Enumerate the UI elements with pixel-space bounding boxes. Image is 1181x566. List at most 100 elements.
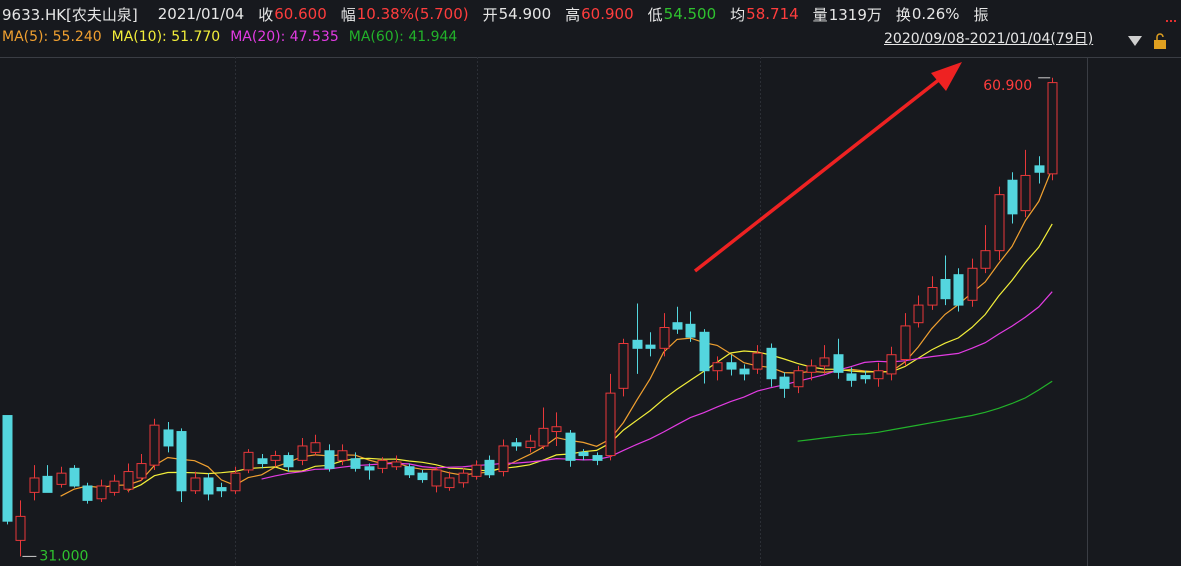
field-label: 换 (895, 5, 911, 24)
candle-body (297, 445, 308, 461)
candle-body (350, 458, 361, 469)
dot (1170, 20, 1172, 22)
dot (1174, 20, 1176, 22)
candle-body (417, 472, 428, 481)
candle-body (685, 323, 696, 338)
candle-body (404, 466, 415, 476)
field-label: 高 (565, 5, 581, 24)
candle-body (109, 480, 120, 493)
candle-body (310, 442, 321, 453)
candle-body (163, 429, 174, 447)
range-dropdown[interactable] (1128, 36, 1142, 46)
legend-entry: MA(60): 41.944 (348, 29, 458, 45)
candle-body (243, 451, 254, 471)
candle-body (1020, 174, 1031, 212)
candle-body (1034, 165, 1045, 173)
dot (1166, 20, 1168, 22)
lock-body (1154, 40, 1166, 49)
candle-body (149, 424, 160, 466)
candle-body (672, 322, 683, 330)
candle-body (96, 485, 107, 500)
field-value: 54.500 (663, 5, 717, 23)
candle-body (190, 477, 201, 492)
field-value: 60.600 (274, 5, 327, 23)
candle-body (565, 432, 576, 461)
candle-body (712, 362, 723, 372)
candle-body (819, 357, 830, 367)
candle-body (752, 352, 763, 370)
candle-body (833, 354, 844, 373)
legend-entry: MA(20): 47.535 (230, 29, 339, 45)
quote-header: 9633.HK[农夫山泉] 2021/01/04 收 60.600 幅 10.38%(… (2, 2, 990, 26)
candle-body (29, 477, 40, 493)
legend-entry: MA(10): 51.770 (111, 29, 221, 45)
candle-body (82, 485, 93, 501)
low-label: 31.000 (39, 548, 88, 564)
high-label: 60.900 (983, 78, 1032, 94)
candle-body (846, 373, 857, 381)
candle-body (618, 343, 629, 389)
candle-body (900, 325, 911, 361)
candle-body (203, 477, 214, 495)
field-value: 10.38%(5.700) (356, 5, 469, 23)
ma-line (261, 291, 1053, 480)
trend-arrow (693, 62, 962, 273)
candle-body (699, 331, 710, 372)
field-label: 开 (482, 5, 498, 24)
ma-line (797, 380, 1053, 442)
candle-body (56, 472, 67, 485)
candle-body (940, 278, 951, 300)
candle-body (886, 354, 897, 375)
candle-body (2, 415, 13, 522)
candle-body (123, 471, 134, 490)
candle-body (538, 427, 549, 447)
candle-body (216, 487, 227, 492)
candle-body (980, 250, 991, 269)
candle-body (632, 339, 643, 349)
candle-body (779, 376, 790, 389)
ma-line (127, 223, 1053, 492)
candle-body (391, 461, 402, 468)
candle-body (605, 392, 616, 457)
lock-icon[interactable] (1154, 33, 1166, 49)
candle-body (283, 455, 294, 468)
field-label: 低 (647, 5, 663, 24)
candle-body (927, 286, 938, 306)
candle-body (913, 304, 924, 324)
candle-body (967, 267, 978, 301)
lock-shackle (1156, 33, 1164, 40)
candle-body (659, 327, 670, 349)
candle-body (176, 431, 187, 492)
candle-body (498, 445, 509, 473)
candle-body (766, 347, 777, 380)
candle-body (994, 194, 1005, 252)
candle-body (42, 475, 53, 493)
candle-body (578, 451, 589, 457)
candle-body (444, 477, 455, 489)
candle-body (953, 274, 964, 306)
candle-body (257, 458, 268, 465)
candle-body (592, 455, 603, 461)
field-value: 60.900 (581, 5, 634, 23)
legend-entry: MA(5): 55.240 (2, 29, 102, 45)
ma-legend: MA(5): 55.240 MA(10): 51.770 MA(20): 47.53… (2, 26, 467, 48)
candle-body (860, 375, 871, 380)
candle-body (136, 463, 147, 479)
field-label: 收 (258, 5, 274, 24)
candle-body (377, 459, 388, 469)
field-value: 58.714 (746, 5, 799, 23)
date-range[interactable]: 2020/09/08-2021/01/04(79日) (884, 31, 1094, 47)
quote-date: 2021/01/04 (157, 5, 245, 23)
candle-body (511, 442, 522, 447)
field-value: 0.26% (911, 5, 960, 23)
candle-body (270, 455, 281, 461)
more-icon[interactable] (1166, 20, 1176, 22)
field-label: 均 (730, 5, 746, 24)
field-label: 量 (812, 5, 828, 24)
candle-body (230, 472, 241, 492)
candle-body (1047, 82, 1058, 175)
candle-body (551, 426, 562, 433)
candle-body (69, 467, 80, 487)
